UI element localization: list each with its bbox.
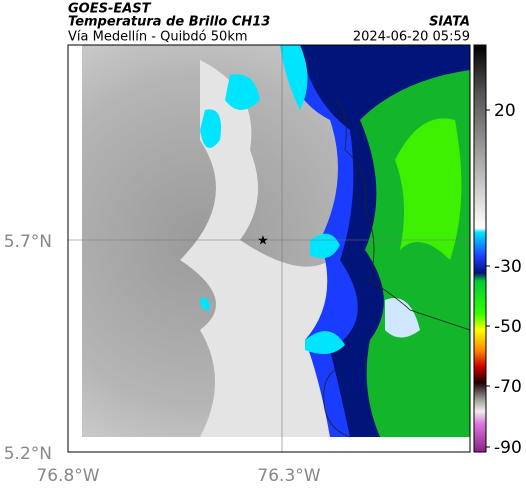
agency: SIATA <box>429 15 470 30</box>
satellite-image <box>82 45 470 437</box>
lat-label: 5.7°N <box>4 232 52 252</box>
colorbar-ticks: 20 -30 -50 -70 -90 <box>486 101 522 458</box>
colorbar-tick-label: -70 <box>494 377 522 397</box>
border <box>323 369 351 438</box>
map-frame <box>67 44 471 453</box>
region: Vía Medellín - Quibdó 50km <box>68 30 248 45</box>
lat-label: 5.2°N <box>4 444 52 464</box>
location-marker: ★ <box>257 234 269 249</box>
colorbar <box>473 44 487 453</box>
source: GOES-EAST <box>68 2 152 17</box>
lon-label: 76.3°W <box>257 466 320 486</box>
colorbar-tick-label: 20 <box>494 101 516 121</box>
colorbar-tick-label: -50 <box>494 317 522 337</box>
border <box>334 99 471 331</box>
lon-label: 76.8°W <box>36 466 99 486</box>
datetime: 2024-06-20 05:59 <box>353 30 470 45</box>
colorbar-tick-label: -30 <box>494 257 522 277</box>
colorbar-tick-label: -90 <box>494 438 522 458</box>
title: Temperatura de Brillo CH13 <box>68 15 270 30</box>
